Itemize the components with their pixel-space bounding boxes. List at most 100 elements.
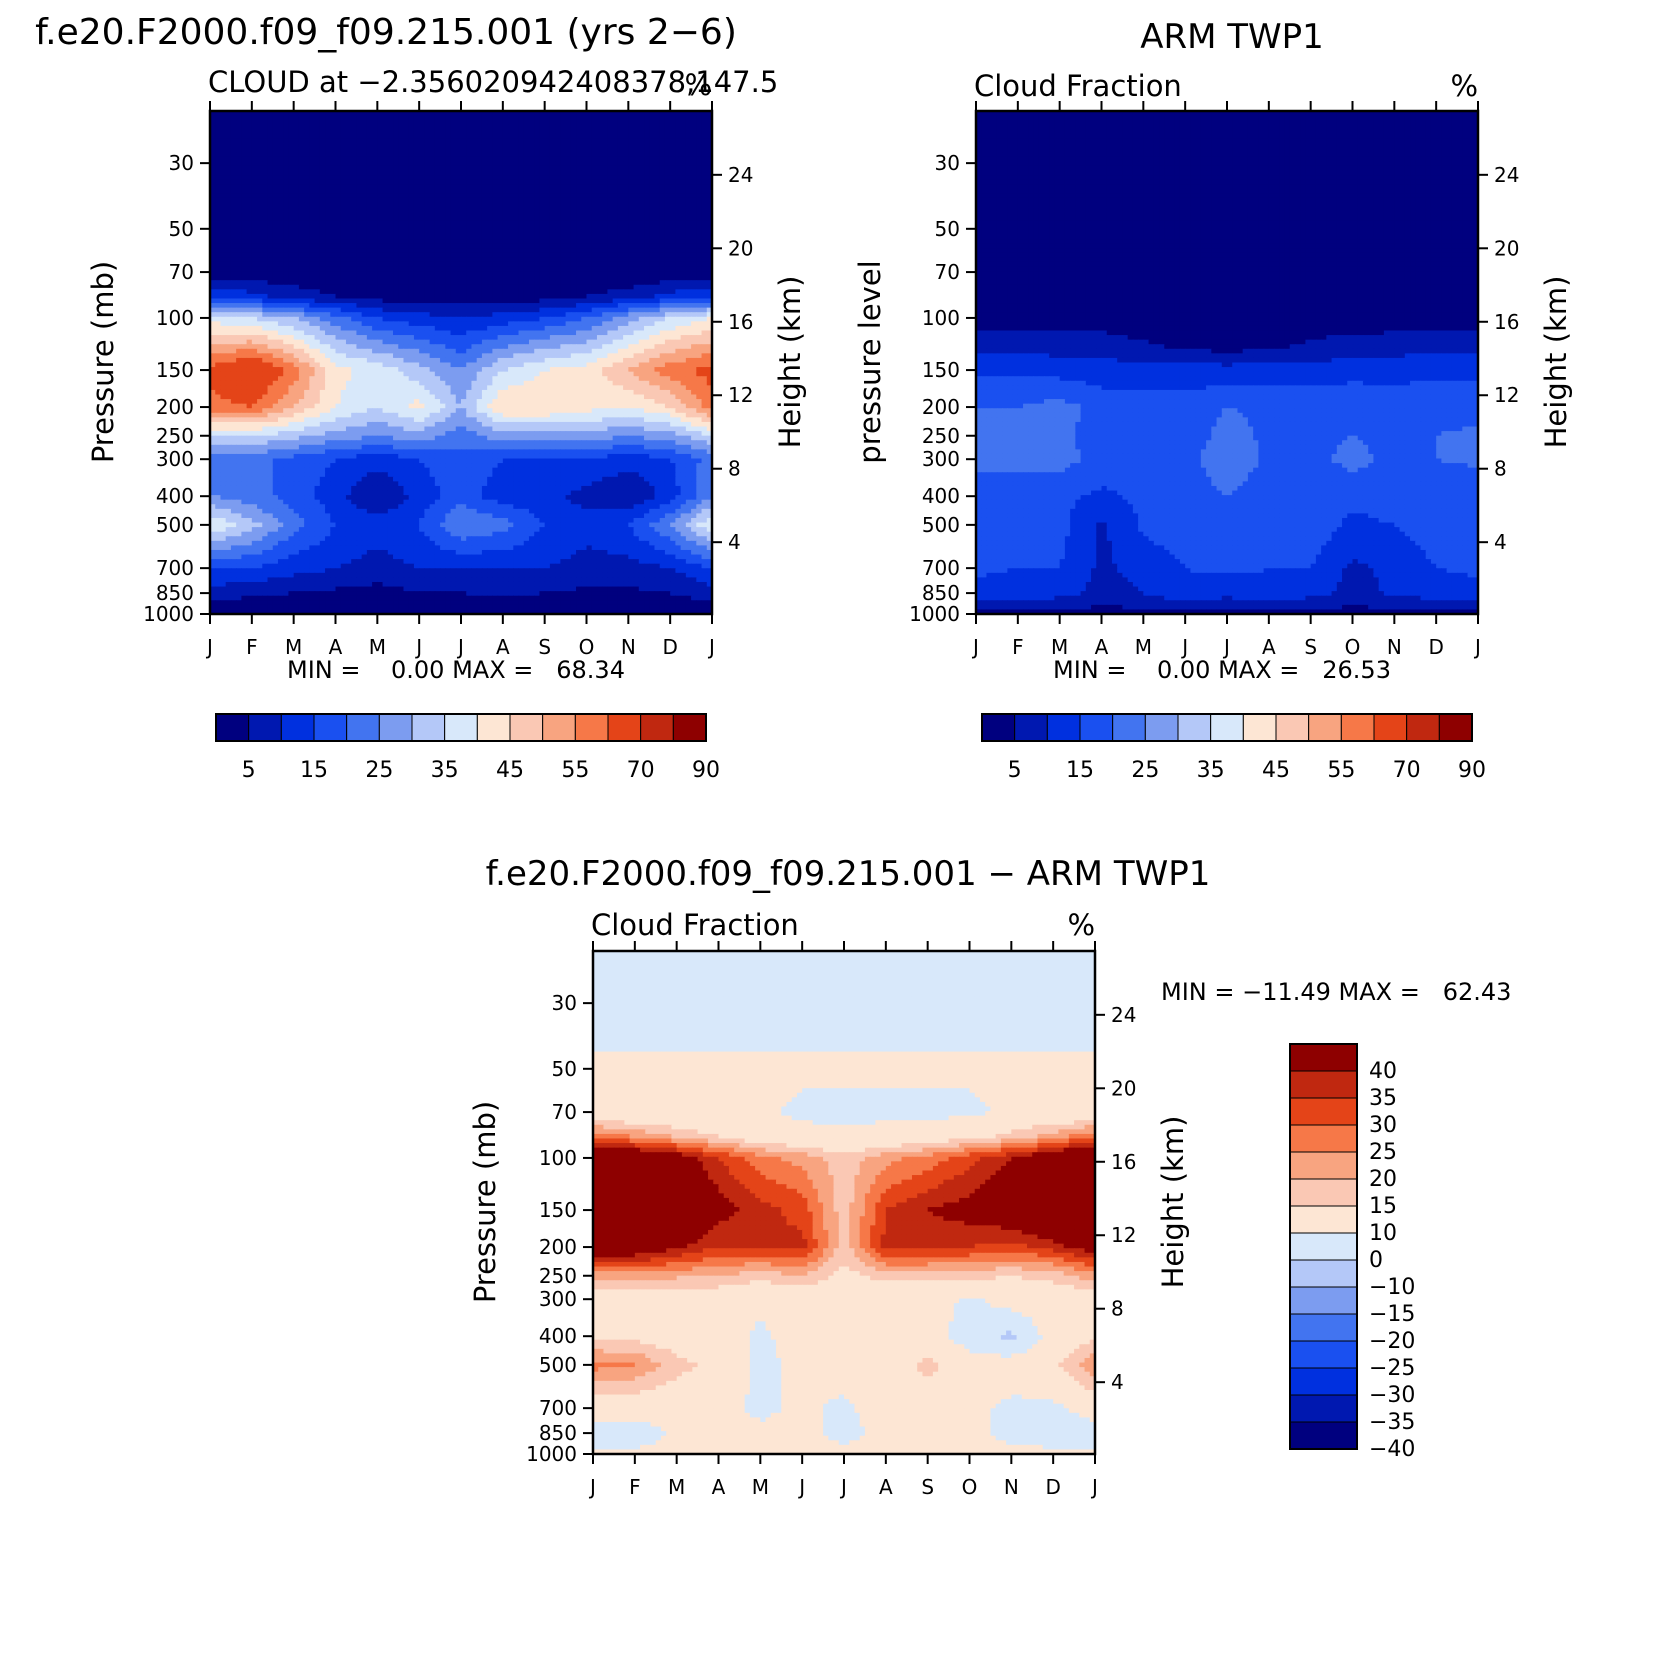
model-contour-cell xyxy=(335,202,342,208)
model-contour-cell xyxy=(314,298,321,304)
model-contour-cell xyxy=(393,179,399,185)
model-contour-cell xyxy=(534,275,541,281)
model-contour-cell xyxy=(685,243,692,249)
model-contour-cell xyxy=(492,124,499,130)
model-contour-cell xyxy=(215,252,222,258)
model-contour-cell xyxy=(675,197,682,204)
model-contour-cell xyxy=(225,207,232,213)
model-contour-cell xyxy=(544,229,551,236)
model-contour-cell xyxy=(215,115,222,121)
model-contour-cell xyxy=(335,220,342,226)
model-contour-cell xyxy=(345,335,352,341)
model-contour-cell xyxy=(513,184,520,190)
model-contour-cell xyxy=(340,293,347,300)
model-contour-cell xyxy=(325,202,331,208)
model-contour-cell xyxy=(424,133,431,140)
model-contour-cell xyxy=(549,252,556,258)
model-contour-cell xyxy=(617,280,624,286)
model-contour-cell xyxy=(591,193,598,199)
model-contour-cell xyxy=(366,335,373,341)
model-contour-cell xyxy=(706,207,712,213)
model-contour-cell xyxy=(644,344,650,350)
model-contour-cell xyxy=(288,225,295,231)
model-contour-cell xyxy=(272,156,279,162)
model-contour-cell xyxy=(612,111,619,117)
model-contour-cell xyxy=(304,257,310,263)
model-contour-cell xyxy=(408,312,415,318)
model-contour-cell xyxy=(445,316,452,322)
model-contour-cell xyxy=(502,120,509,126)
model-contour-cell xyxy=(267,184,274,190)
model-contour-cell xyxy=(638,298,645,304)
model-contour-cell xyxy=(508,111,514,117)
model-contour-cell xyxy=(283,284,290,290)
model-contour-cell xyxy=(523,170,530,176)
model-contour-cell xyxy=(591,289,598,295)
model-contour-cell xyxy=(325,344,331,350)
model-contour-cell xyxy=(565,321,572,327)
model-contour-cell xyxy=(372,184,378,190)
model-contour-cell xyxy=(387,339,394,345)
model-contour-cell xyxy=(591,316,598,322)
model-contour-cell xyxy=(685,207,692,213)
model-contour-cell xyxy=(413,243,420,249)
model-contour-cell xyxy=(701,175,708,181)
model-contour-cell xyxy=(408,284,415,290)
model-contour-cell xyxy=(528,111,535,117)
model-contour-cell xyxy=(220,220,227,226)
model-contour-cell xyxy=(424,211,431,217)
model-contour-cell xyxy=(570,202,577,208)
model-contour-cell xyxy=(523,261,530,268)
model-contour-cell xyxy=(434,257,441,263)
model-contour-cell xyxy=(586,271,593,277)
model-contour-cell xyxy=(382,193,389,199)
model-contour-cell xyxy=(513,275,520,281)
model-contour-cell xyxy=(638,216,645,222)
model-contour-cell xyxy=(382,165,389,172)
model-contour-cell xyxy=(664,275,671,281)
model-contour-cell xyxy=(539,147,546,153)
model-contour-cell xyxy=(675,275,682,281)
model-contour-cell xyxy=(413,330,420,336)
model-contour-cell xyxy=(523,234,530,240)
model-contour-cell xyxy=(466,321,473,327)
model-contour-cell xyxy=(701,216,708,222)
model-contour-cell xyxy=(649,243,656,249)
model-contour-cell xyxy=(445,298,452,304)
model-contour-cell xyxy=(424,307,431,313)
model-contour-cell xyxy=(319,161,326,167)
model-contour-cell xyxy=(398,266,405,272)
model-contour-cell xyxy=(309,211,316,217)
model-contour-cell xyxy=(560,120,567,126)
model-contour-cell xyxy=(528,216,535,222)
model-contour-cell xyxy=(246,271,253,277)
model-contour-cell xyxy=(623,243,629,249)
model-contour-cell xyxy=(393,220,399,226)
model-contour-cell xyxy=(607,188,614,194)
model-contour-cell xyxy=(502,161,509,167)
model-contour-cell xyxy=(523,152,530,158)
model-contour-cell xyxy=(408,202,415,208)
model-contour-cell xyxy=(534,207,541,213)
model-contour-cell xyxy=(492,330,499,336)
model-contour-cell xyxy=(403,321,410,327)
model-contour-cell xyxy=(680,339,687,345)
model-contour-cell xyxy=(330,239,337,245)
model-contour-cell xyxy=(644,266,650,272)
model-contour-cell xyxy=(555,289,561,295)
model-contour-cell xyxy=(434,284,441,290)
model-contour-cell xyxy=(277,225,284,231)
model-contour-cell xyxy=(570,188,577,194)
model-contour-cell xyxy=(675,325,682,332)
model-contour-cell xyxy=(534,124,541,130)
model-contour-cell xyxy=(215,184,222,190)
model-contour-cell xyxy=(225,147,232,153)
model-contour-cell xyxy=(429,280,436,286)
model-contour-cell xyxy=(508,129,514,135)
model-contour-cell xyxy=(455,289,462,295)
model-contour-cell xyxy=(366,252,373,258)
model-contour-cell xyxy=(617,303,624,309)
model-contour-cell xyxy=(544,266,551,272)
model-contour-cell xyxy=(220,298,227,304)
model-contour-cell xyxy=(481,344,488,350)
